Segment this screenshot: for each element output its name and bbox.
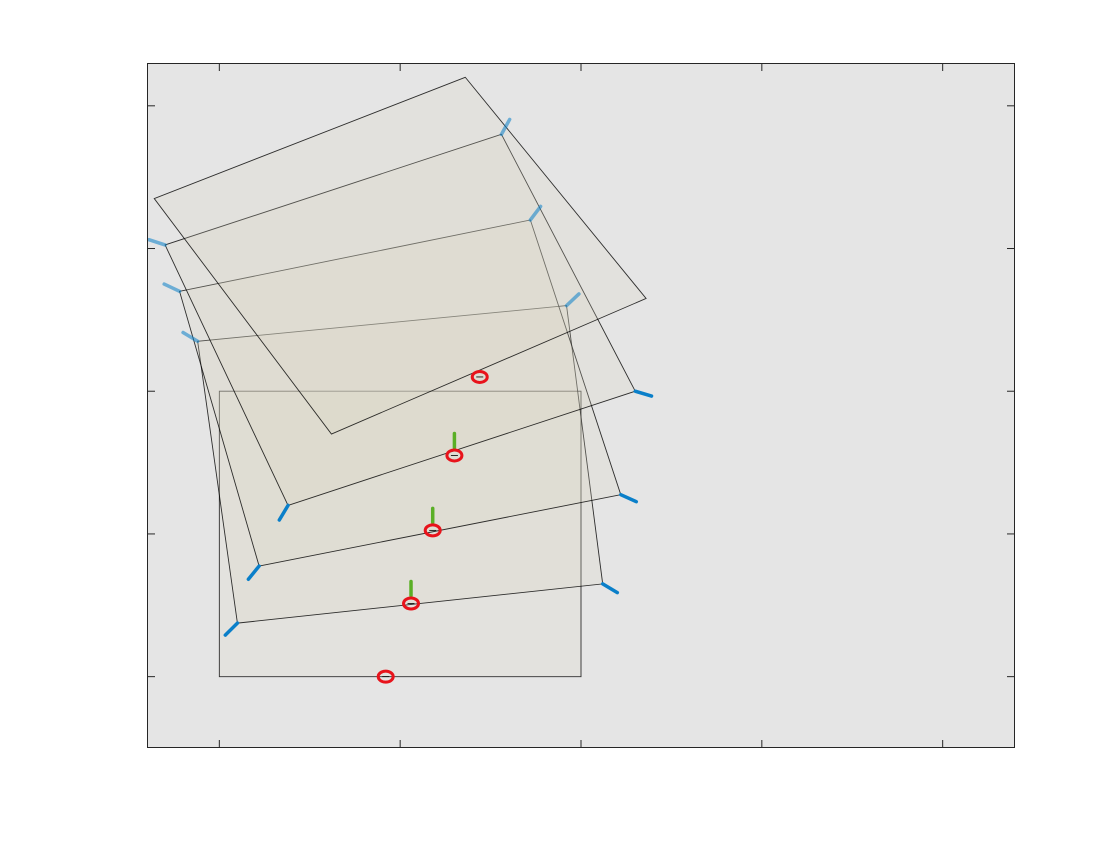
markers-layer [147, 117, 654, 684]
corner-marker [147, 237, 167, 247]
corner-marker [633, 389, 654, 398]
corner-marker [181, 330, 200, 344]
ticks-layer [147, 63, 1015, 748]
corner-marker [564, 292, 581, 308]
red-marker [470, 369, 489, 384]
red-marker [402, 596, 421, 611]
corner-marker [619, 492, 639, 504]
red-marker [445, 448, 464, 463]
red-marker [423, 523, 442, 538]
red-marker [376, 669, 395, 684]
corner-marker [600, 582, 620, 595]
corner-marker [246, 564, 261, 581]
panel-0 [218, 390, 582, 678]
corner-marker [223, 621, 240, 637]
corner-marker [528, 204, 543, 222]
corner-marker [162, 282, 182, 294]
corner-marker [277, 503, 290, 522]
panels-layer [153, 76, 647, 678]
corner-marker [499, 117, 512, 137]
panel-4 [153, 76, 647, 435]
